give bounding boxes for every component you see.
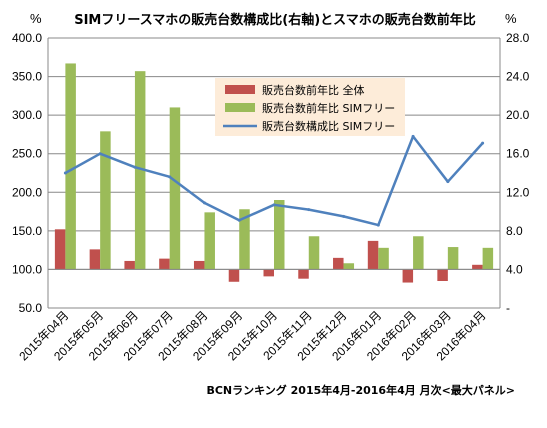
legend-label: 販売台数前年比 SIMフリー [262,101,395,115]
line-point [168,175,172,179]
right-tick-label: - [506,301,510,315]
bar-overall [124,260,135,270]
right-axis-unit: % [505,11,517,26]
bar-simfree [239,209,250,270]
line-point [63,171,67,175]
source-note: BCNランキング 2015年4月-2016年4月 月次<最大パネル> [206,383,515,397]
left-axis-unit: % [30,11,42,26]
bar-overall [437,269,448,281]
legend-label: 販売台数構成比 SIMフリー [262,119,395,133]
bar-overall [333,257,344,270]
right-tick-label: 4.0 [506,262,523,276]
bar-overall [159,258,170,270]
right-tick-label: 24.0 [506,70,530,84]
bar-simfree [134,71,146,270]
bar-overall [402,269,414,283]
line-point [376,223,380,227]
right-tick-label: 20.0 [506,108,530,122]
line-point [446,180,450,184]
legend-swatch [225,85,255,94]
left-tick-label: 400.0 [12,31,42,45]
bar-simfree [169,107,181,270]
line-point [307,208,311,212]
bar-simfree [100,131,111,270]
bar-overall [54,229,66,270]
right-tick-label: 12.0 [506,185,530,199]
bar-simfree [447,247,459,270]
left-tick-label: 350.0 [12,70,42,84]
left-tick-label: 100.0 [12,262,42,276]
legend-label: 販売台数前年比 全体 [262,83,365,97]
line-point [202,201,206,205]
line-point [98,152,102,156]
bar-simfree [308,236,320,270]
left-tick-label: 250.0 [12,147,42,161]
line-point [342,214,346,218]
bar-overall [367,240,379,270]
bar-simfree [413,236,424,270]
left-tick-label: 50.0 [19,301,43,315]
bar-overall [472,264,483,270]
line-point [133,165,137,169]
bar-simfree [274,200,285,270]
bar-simfree [378,247,389,270]
bar-simfree [482,247,494,270]
bars-group [54,63,494,283]
bar-overall [228,269,240,282]
chart-title: SIMフリースマホの販売台数構成比(右軸)とスマホの販売台数前年比 [74,12,476,28]
line-point [481,141,485,145]
bar-simfree [204,212,215,270]
legend-swatch [225,103,255,112]
bar-simfree [65,63,76,270]
line-point [237,218,241,222]
left-tick-label: 200.0 [12,185,42,199]
right-tick-label: 28.0 [506,31,530,45]
bar-overall [263,269,274,277]
left-tick-label: 150.0 [12,224,42,238]
bar-overall [193,260,205,270]
line-point [272,203,276,207]
line-point [411,134,415,138]
bar-simfree [343,263,355,270]
right-tick-label: 16.0 [506,147,530,161]
bar-overall [298,269,309,279]
left-tick-label: 300.0 [12,108,42,122]
right-tick-label: 8.0 [506,224,523,238]
line-series-group [63,134,485,227]
bar-overall [89,249,101,270]
